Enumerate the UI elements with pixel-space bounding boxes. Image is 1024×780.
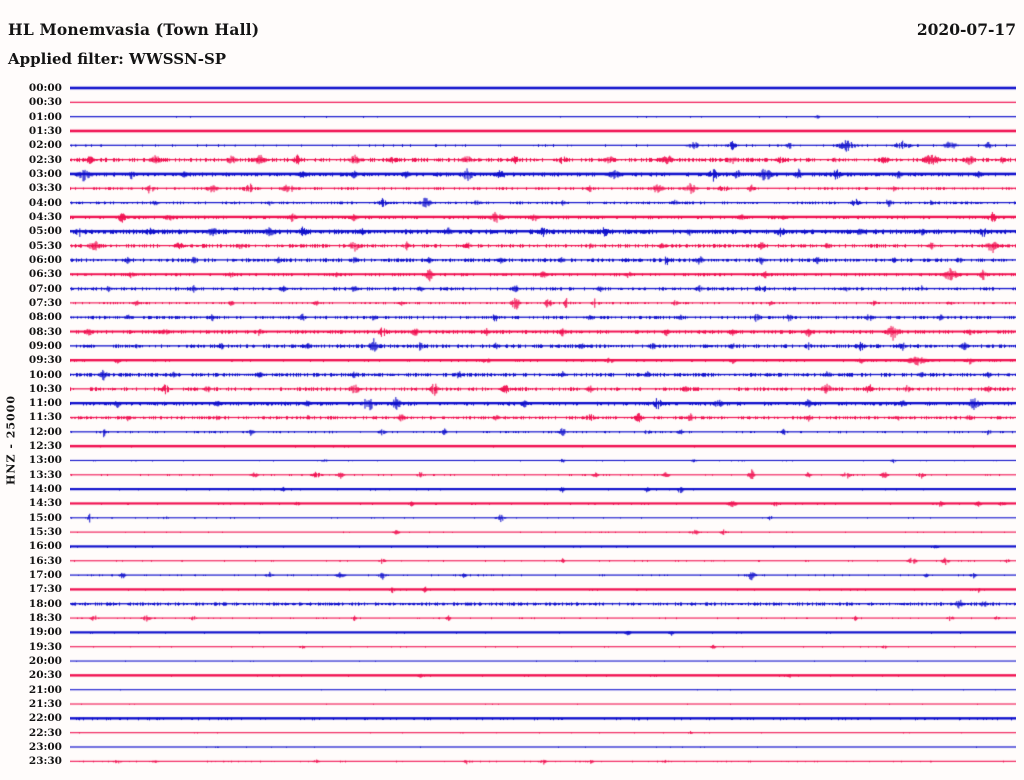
time-label: 03:00: [28, 167, 62, 180]
time-label: 05:00: [28, 225, 62, 238]
time-label: 17:00: [28, 569, 62, 582]
trace-canvas: [70, 82, 1016, 776]
time-label: 07:30: [28, 296, 62, 309]
time-label: 16:00: [28, 540, 62, 553]
time-label: 10:30: [28, 382, 62, 395]
time-label: 13:00: [28, 454, 62, 467]
time-label: 09:00: [28, 339, 62, 352]
time-label: 15:00: [28, 511, 62, 524]
time-label: 13:30: [28, 468, 62, 481]
time-label: 14:30: [28, 497, 62, 510]
time-label: 04:30: [28, 210, 62, 223]
time-label: 00:30: [28, 96, 62, 109]
station-title: HL Monemvasia (Town Hall): [8, 20, 260, 39]
time-label: 19:30: [28, 640, 62, 653]
time-label: 22:30: [28, 726, 62, 739]
time-label: 06:00: [28, 253, 62, 266]
time-label: 12:00: [28, 425, 62, 438]
time-label: 19:00: [28, 626, 62, 639]
time-label: 05:30: [28, 239, 62, 252]
date-label: 2020-07-17: [916, 20, 1016, 39]
time-label: 07:00: [28, 282, 62, 295]
time-label: 14:00: [28, 483, 62, 496]
time-label: 10:00: [28, 368, 62, 381]
time-label: 22:00: [28, 712, 62, 725]
time-label: 16:30: [28, 554, 62, 567]
time-label: 02:30: [28, 153, 62, 166]
time-label: 01:30: [28, 124, 62, 137]
time-label: 08:00: [28, 311, 62, 324]
time-label: 17:30: [28, 583, 62, 596]
time-label: 18:30: [28, 612, 62, 625]
time-label: 11:30: [28, 411, 62, 424]
time-label: 04:00: [28, 196, 62, 209]
time-label: 03:30: [28, 182, 62, 195]
filter-label: Applied filter: WWSSN-SP: [8, 50, 227, 68]
time-label: 20:30: [28, 669, 62, 682]
time-axis: 00:00 00:30 01:00 01:30 02:00 02:30 03:00 03:30…: [0, 0, 63, 780]
time-label: 21:00: [28, 683, 62, 696]
time-label: 12:30: [28, 440, 62, 453]
time-label: 15:30: [28, 526, 62, 539]
time-label: 08:30: [28, 325, 62, 338]
time-label: 23:30: [28, 755, 62, 768]
time-label: 02:00: [28, 139, 62, 152]
time-label: 00:00: [28, 82, 62, 94]
time-label: 09:30: [28, 354, 62, 367]
time-label: 06:30: [28, 268, 62, 281]
time-label: 11:00: [28, 397, 62, 410]
time-label: 23:00: [28, 740, 62, 753]
helicorder-plot: [70, 82, 1016, 776]
time-label: 18:00: [28, 597, 62, 610]
time-label: 21:30: [28, 698, 62, 711]
time-label: 01:00: [28, 110, 62, 123]
time-label: 20:00: [28, 655, 62, 668]
